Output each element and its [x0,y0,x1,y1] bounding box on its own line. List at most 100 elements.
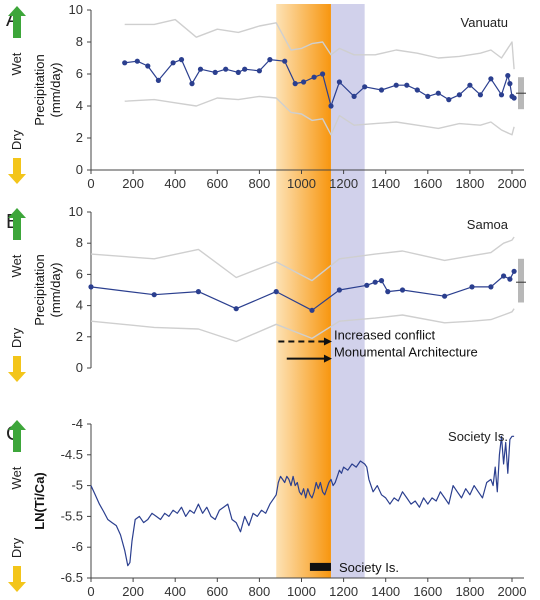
y-axis-label: (mm/day) [48,63,63,118]
x-tick-label: 1400 [371,176,400,191]
x-tick-label: 1800 [455,176,484,191]
data-point [122,60,128,66]
dry-arrow-shaft [13,158,21,176]
wet-label: Wet [9,52,24,75]
data-point [442,293,448,299]
annotation-label: Society Is. [339,560,399,575]
dry-label: Dry [9,129,24,150]
y-tick-label: 0 [76,162,83,177]
data-point [336,287,342,293]
data-point [507,276,513,282]
x-tick-label: 600 [206,176,228,191]
dry-arrow-shaft [13,356,21,374]
wet-label: Wet [9,466,24,489]
band-lavender [330,4,365,578]
wet-arrow [8,6,26,38]
y-tick-label: -6.5 [61,570,83,585]
wet-arrow-head [8,6,26,16]
data-point [488,284,494,290]
data-point [320,71,326,77]
series-upper [124,18,515,70]
y-tick-label: 6 [76,266,83,281]
data-point [467,82,473,88]
y-tick-label: -5.5 [61,508,83,523]
labels-and-arrows: AWetDryBWetDryCWetDry [6,6,26,592]
data-point [292,81,298,87]
data-point [151,292,157,298]
data-point [233,306,239,312]
data-point [364,282,370,288]
x-tick-label: 1200 [329,176,358,191]
wet-arrow-shaft [13,428,21,452]
data-point [267,57,273,63]
x-tick-label: 1800 [455,584,484,599]
dry-arrow-head [8,582,26,592]
shaded-periods [276,4,365,578]
data-point [155,77,161,83]
x-tick-label: 1000 [287,584,316,599]
series-lower [90,308,515,343]
panel-b: 0 2 4 6 8 10 Samoa Precipitation (mm/day) Increas… [32,204,526,375]
panel-a: 0 2 4 6 8 10 0 200 400 600 800 1000 1200 1400 1600 1800… [32,2,526,191]
data-point [477,92,483,98]
data-point [242,66,248,72]
annotation-label: Increased conflict [334,327,436,342]
wet-label: Wet [9,254,24,277]
y-axis-label: Precipitation [32,254,47,326]
x-tick-label: 200 [122,584,144,599]
y-tick-label: 4 [76,98,83,113]
y-tick-label: 8 [76,235,83,250]
panel-title: Society Is. [448,429,508,444]
x-tick-label: 0 [87,176,94,191]
wet-arrow-head [8,420,26,430]
x-tick-label: 600 [206,584,228,599]
data-point [505,73,511,79]
dry-arrow-shaft [13,566,21,584]
data-point [501,273,507,279]
data-point [378,278,385,284]
data-point [223,66,229,72]
data-point [399,287,406,293]
data-point [456,92,462,98]
x-tick-label: 400 [164,176,186,191]
x-tick-label: 1000 [287,176,316,191]
dry-arrow [8,356,26,382]
data-point [195,289,201,295]
data-point [336,79,342,85]
data-point [511,95,517,101]
x-tick-label: 1600 [413,176,442,191]
dry-arrow [8,566,26,592]
x-tick-label: 0 [87,584,94,599]
data-point [414,87,420,93]
data-point [145,63,151,69]
data-point [311,74,317,80]
data-point [88,284,94,290]
panel-title: Samoa [467,217,509,232]
y-tick-label: 10 [69,2,83,17]
series-lower [124,95,515,136]
x-tick-label: 800 [249,584,271,599]
data-point [178,57,185,63]
wet-arrow [8,208,26,240]
data-point [197,66,204,72]
wet-arrow-shaft [13,14,21,38]
data-point [507,81,513,87]
series-mean [90,271,515,311]
data-point [498,92,505,98]
dry-label: Dry [9,537,24,558]
dry-label: Dry [9,327,24,348]
series-record [90,435,515,567]
data-point [435,90,441,96]
data-point [393,82,399,88]
data-point [446,97,452,103]
panel-title: Vanuatu [461,15,508,30]
wet-arrow [8,420,26,452]
data-point [256,68,262,74]
mean-range-bar [518,258,524,303]
y-tick-label: -4 [71,416,83,431]
wet-arrow-shaft [13,216,21,240]
annotation-arrow-head [323,354,332,363]
dry-arrow-head [8,174,26,184]
